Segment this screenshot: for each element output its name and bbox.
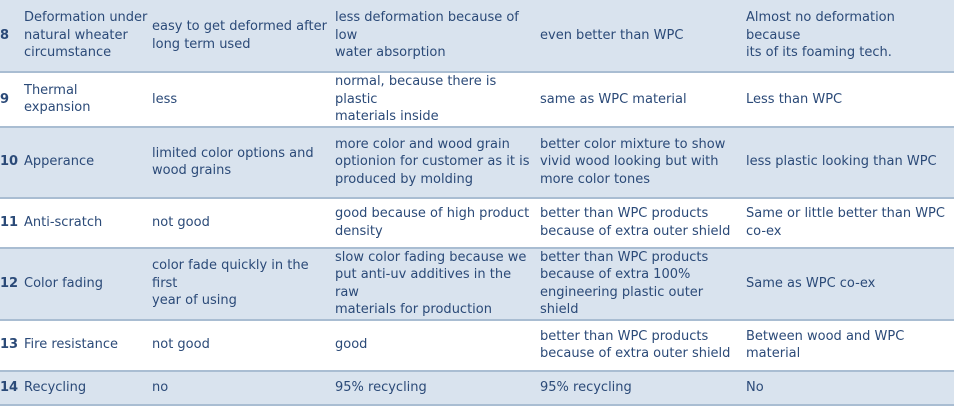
wood-cell: not good — [152, 197, 335, 249]
foam-cell: less plastic looking than WPC — [746, 126, 954, 199]
foam-cell: Same or little better than WPC co-ex — [746, 197, 954, 249]
wood-cell: no — [152, 370, 335, 406]
table-row: 8 Deformation under natural wheater circ… — [0, 0, 954, 73]
coex-cell: same as WPC material — [540, 72, 746, 128]
coex-cell: better color mixture to show vivid wood … — [540, 126, 746, 199]
wood-cell: easy to get deformed after long term use… — [152, 0, 335, 73]
coex-cell: 95% recycling — [540, 370, 746, 406]
wpc-cell: good — [335, 319, 540, 372]
property-cell: Color fading — [24, 247, 152, 321]
wpc-cell: slow color fading because we put anti-uv… — [335, 247, 540, 321]
wood-cell: not good — [152, 319, 335, 372]
table-row: 11 Anti-scratch not good good because of… — [0, 197, 954, 249]
property-cell: Recycling — [24, 370, 152, 406]
coex-cell: better than WPC products because of extr… — [540, 247, 746, 321]
property-cell: Fire resistance — [24, 319, 152, 372]
coex-cell: better than WPC products because of extr… — [540, 197, 746, 249]
row-number: 10 — [0, 126, 24, 199]
foam-cell: Less than WPC — [746, 72, 954, 128]
table-row: 9 Thermal expansion less normal, because… — [0, 72, 954, 128]
row-number: 8 — [0, 0, 24, 73]
wpc-cell: good because of high product density — [335, 197, 540, 249]
row-number: 9 — [0, 72, 24, 128]
wpc-cell: less deformation because of low water ab… — [335, 0, 540, 73]
wood-cell: limited color options and wood grains — [152, 126, 335, 199]
row-number: 13 — [0, 319, 24, 372]
table-row: 10 Apperance limited color options and w… — [0, 126, 954, 199]
table-row: 12 Color fading color fade quickly in th… — [0, 247, 954, 321]
coex-cell: even better than WPC — [540, 0, 746, 73]
foam-cell: Almost no deformation because its of its… — [746, 0, 954, 73]
property-cell: Deformation under natural wheater circum… — [24, 0, 152, 73]
coex-cell: better than WPC products because of extr… — [540, 319, 746, 372]
wpc-cell: normal, because there is plastic materia… — [335, 72, 540, 128]
row-number: 11 — [0, 197, 24, 249]
property-cell: Anti-scratch — [24, 197, 152, 249]
property-cell: Apperance — [24, 126, 152, 199]
wood-cell: color fade quickly in the first year of … — [152, 247, 335, 321]
row-number: 12 — [0, 247, 24, 321]
table-row: 13 Fire resistance not good good better … — [0, 319, 954, 372]
table-row: 14 Recycling no 95% recycling 95% recycl… — [0, 370, 954, 406]
foam-cell: Same as WPC co-ex — [746, 247, 954, 321]
wood-cell: less — [152, 72, 335, 128]
foam-cell: No — [746, 370, 954, 406]
property-cell: Thermal expansion — [24, 72, 152, 128]
row-number: 14 — [0, 370, 24, 406]
wpc-cell: more color and wood grain optionion for … — [335, 126, 540, 199]
wpc-cell: 95% recycling — [335, 370, 540, 406]
foam-cell: Between wood and WPC material — [746, 319, 954, 372]
